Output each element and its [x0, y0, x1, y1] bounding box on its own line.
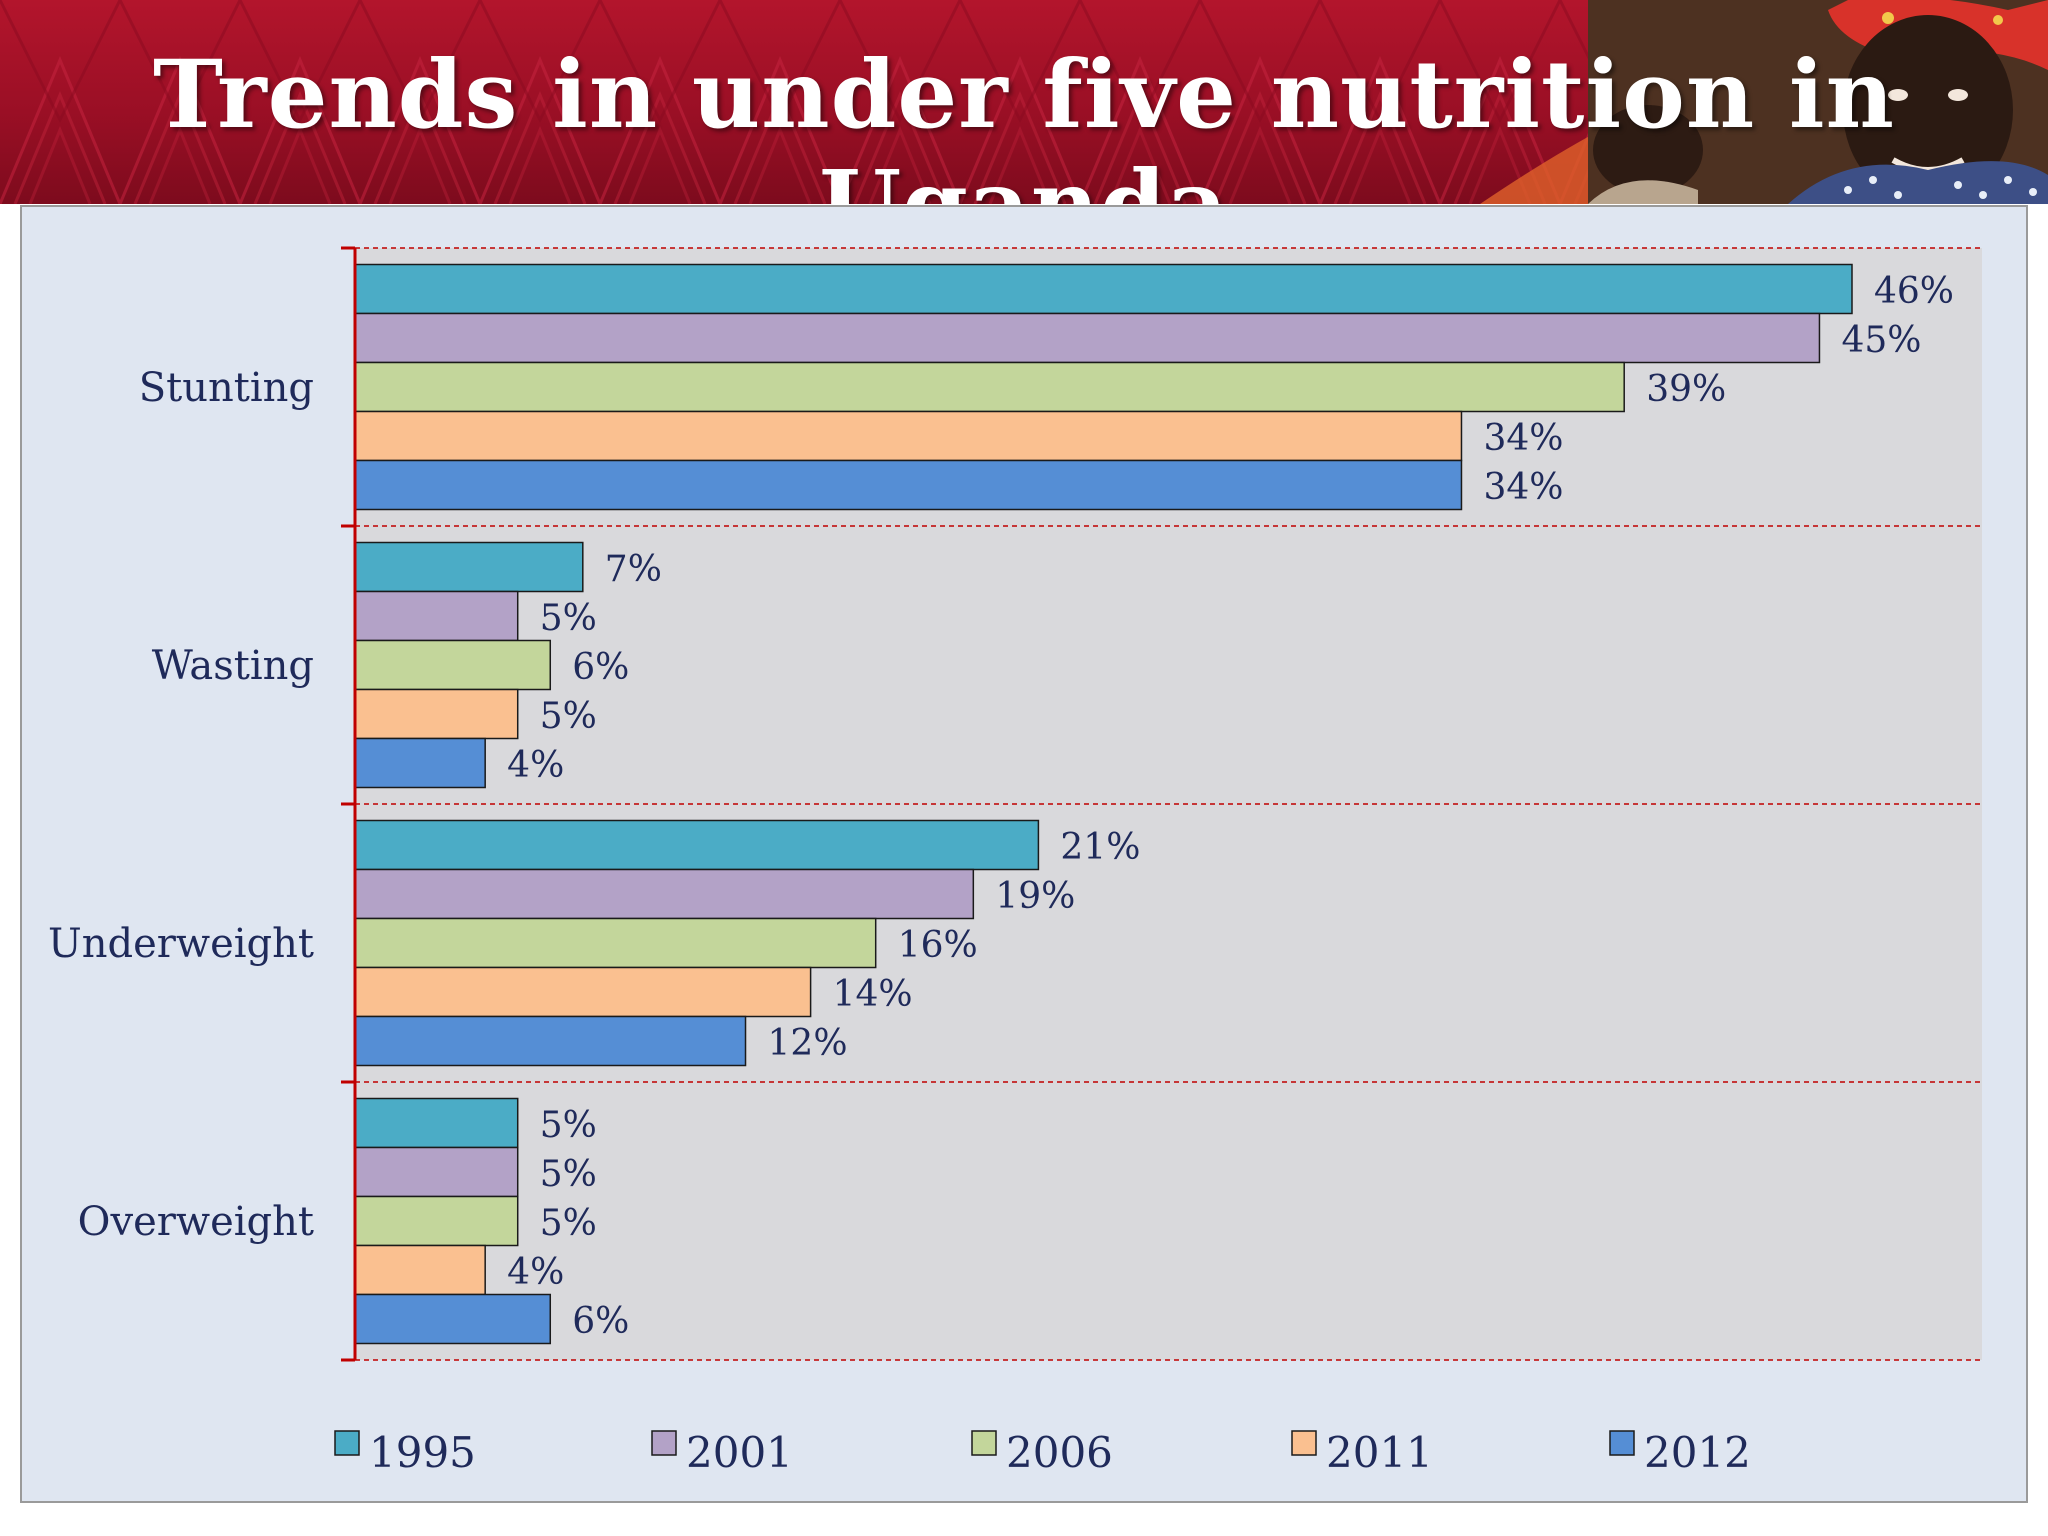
data-label: 14%: [833, 974, 913, 1015]
data-label: 34%: [1483, 467, 1563, 508]
legend-swatch-1995: [334, 1430, 360, 1456]
data-label: 21%: [1060, 827, 1140, 868]
data-label: 5%: [540, 696, 597, 737]
category-label: Wasting: [152, 643, 314, 689]
legend-label: 2001: [686, 1428, 793, 1477]
bar-overweight-2006: [354, 1195, 519, 1247]
bar-wasting-1995: [354, 541, 584, 593]
data-label: 7%: [605, 549, 662, 590]
legend-label: 2012: [1644, 1428, 1751, 1477]
data-label: 4%: [507, 745, 564, 786]
category-label: Overweight: [78, 1199, 314, 1245]
title-banner: Trends in under five nutrition in Uganda: [0, 0, 2048, 204]
bar-stunting-2011: [354, 410, 1463, 462]
bar-underweight-2011: [354, 966, 812, 1018]
data-label: 45%: [1841, 320, 1921, 361]
bar-underweight-1995: [354, 819, 1040, 871]
data-label: 34%: [1483, 418, 1563, 459]
bar-stunting-2001: [354, 312, 1821, 364]
bar-underweight-2012: [354, 1015, 747, 1067]
bar-stunting-2006: [354, 361, 1625, 413]
legend-label: 2011: [1326, 1428, 1433, 1477]
bar-underweight-2001: [354, 868, 975, 920]
data-label: 39%: [1646, 369, 1726, 410]
bar-wasting-2012: [354, 737, 486, 789]
data-label: 12%: [768, 1023, 848, 1064]
bar-wasting-2011: [354, 688, 519, 740]
mother-child-photo: [1588, 0, 2048, 204]
data-label: 46%: [1874, 271, 1954, 312]
data-label: 5%: [540, 1105, 597, 1146]
data-label: 5%: [540, 1154, 597, 1195]
page-title: Trends in under five nutrition in Uganda: [153, 40, 1895, 204]
legend-label: 2006: [1006, 1428, 1113, 1477]
data-label: 5%: [540, 598, 597, 639]
data-label: 19%: [995, 876, 1075, 917]
legend-swatch-2012: [1609, 1430, 1635, 1456]
legend-swatch-2011: [1291, 1430, 1317, 1456]
data-label: 6%: [572, 1301, 629, 1342]
bar-overweight-2012: [354, 1293, 552, 1345]
bar-overweight-2001: [354, 1146, 519, 1198]
bar-overweight-2011: [354, 1244, 486, 1296]
bar-stunting-2012: [354, 459, 1463, 511]
legend-label: 1995: [369, 1428, 476, 1477]
data-label: 6%: [572, 647, 629, 688]
legend-swatch-2001: [651, 1430, 677, 1456]
bar-wasting-2006: [354, 639, 552, 691]
bar-chart: Stunting46%45%39%34%34%Wasting7%5%6%5%4%…: [48, 246, 1982, 1477]
data-label: 5%: [540, 1203, 597, 1244]
data-label: 16%: [898, 925, 978, 966]
bar-overweight-1995: [354, 1097, 519, 1149]
bar-wasting-2001: [354, 590, 519, 642]
data-label: 4%: [507, 1252, 564, 1293]
bar-stunting-1995: [354, 263, 1853, 315]
legend-swatch-2006: [971, 1430, 997, 1456]
category-label: Stunting: [139, 365, 314, 411]
chart-container: Stunting 46% 45% 39% 34% 34% Wasting 7% 5% 6% 5% 4%…: [20, 205, 2028, 1503]
bar-underweight-2006: [354, 917, 877, 969]
category-label: Underweight: [48, 921, 314, 967]
